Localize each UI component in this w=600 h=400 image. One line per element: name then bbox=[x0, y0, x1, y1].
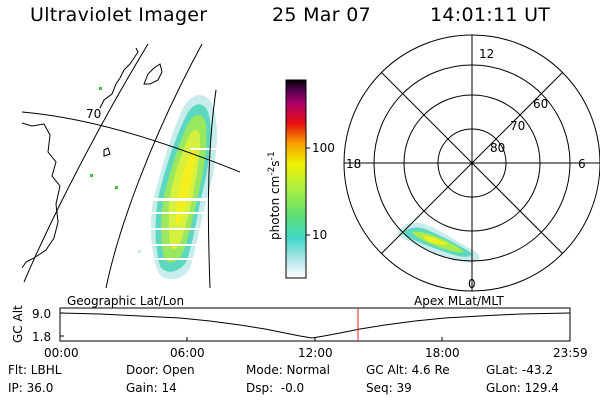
time-tick: 18:00 bbox=[425, 346, 460, 360]
colorbar-tick-100: 100 bbox=[312, 141, 335, 155]
altitude-timeline bbox=[59, 307, 571, 342]
coastline bbox=[22, 122, 61, 269]
colorbar-tick-10: 10 bbox=[312, 228, 327, 242]
longitude-line bbox=[207, 89, 217, 288]
time-tick: 06:00 bbox=[170, 346, 205, 360]
mlat-label-70: 70 bbox=[510, 119, 525, 133]
observation-time: 14:01:11 UT bbox=[430, 4, 551, 26]
observation-date: 25 Mar 07 bbox=[272, 4, 371, 26]
filter-status: Flt: LBHL bbox=[8, 363, 62, 377]
mlat-label-60: 60 bbox=[533, 97, 548, 111]
mlt-label-12: 12 bbox=[479, 47, 494, 61]
colorbar-unit-label: photon cm-2s-1 bbox=[267, 151, 282, 240]
geo-latitude-status: GLat: -43.2 bbox=[486, 363, 553, 377]
altitude-trace bbox=[59, 312, 571, 339]
coastline bbox=[103, 147, 111, 157]
geo-panel-caption: Geographic Lat/Lon bbox=[67, 294, 184, 308]
latitude-line bbox=[22, 111, 240, 173]
mode-status: Mode: Normal bbox=[246, 363, 330, 377]
coastline bbox=[99, 47, 139, 109]
ip-status: IP: 36.0 bbox=[8, 381, 54, 395]
longitude-line bbox=[23, 43, 149, 283]
gain-status: Gain: 14 bbox=[126, 381, 177, 395]
mlat-label-80: 80 bbox=[490, 141, 505, 155]
mlt-label-18: 18 bbox=[346, 157, 361, 171]
polar-panel-caption: Apex MLat/MLT bbox=[414, 294, 504, 308]
mlt-label-06: 6 bbox=[578, 157, 586, 171]
altitude-tick-low: 1.8 bbox=[32, 330, 51, 344]
time-tick: 12:00 bbox=[298, 346, 333, 360]
altitude-axis-label: GC Alt bbox=[11, 305, 25, 343]
time-tick: 00:00 bbox=[44, 346, 79, 360]
polar-plot bbox=[343, 34, 600, 292]
door-status: Door: Open bbox=[126, 363, 195, 377]
altitude-tick-high: 9.0 bbox=[32, 307, 51, 321]
color-scale-bar bbox=[285, 79, 307, 279]
latitude-label: 70 bbox=[86, 107, 101, 121]
coastline bbox=[143, 63, 163, 85]
geo-longitude-status: GLon: 129.4 bbox=[486, 381, 559, 395]
instrument-title: Ultraviolet Imager bbox=[30, 4, 208, 26]
auroral-emission bbox=[150, 94, 230, 280]
longitude-line bbox=[105, 43, 203, 288]
geographic-map bbox=[22, 43, 240, 288]
sequence-status: Seq: 39 bbox=[366, 381, 412, 395]
gc-altitude-status: GC Alt: 4.6 Re bbox=[366, 363, 450, 377]
mlt-label-00: 0 bbox=[468, 277, 476, 291]
dsp-status: Dsp: -0.0 bbox=[246, 381, 305, 395]
time-tick: 23:59 bbox=[553, 346, 588, 360]
